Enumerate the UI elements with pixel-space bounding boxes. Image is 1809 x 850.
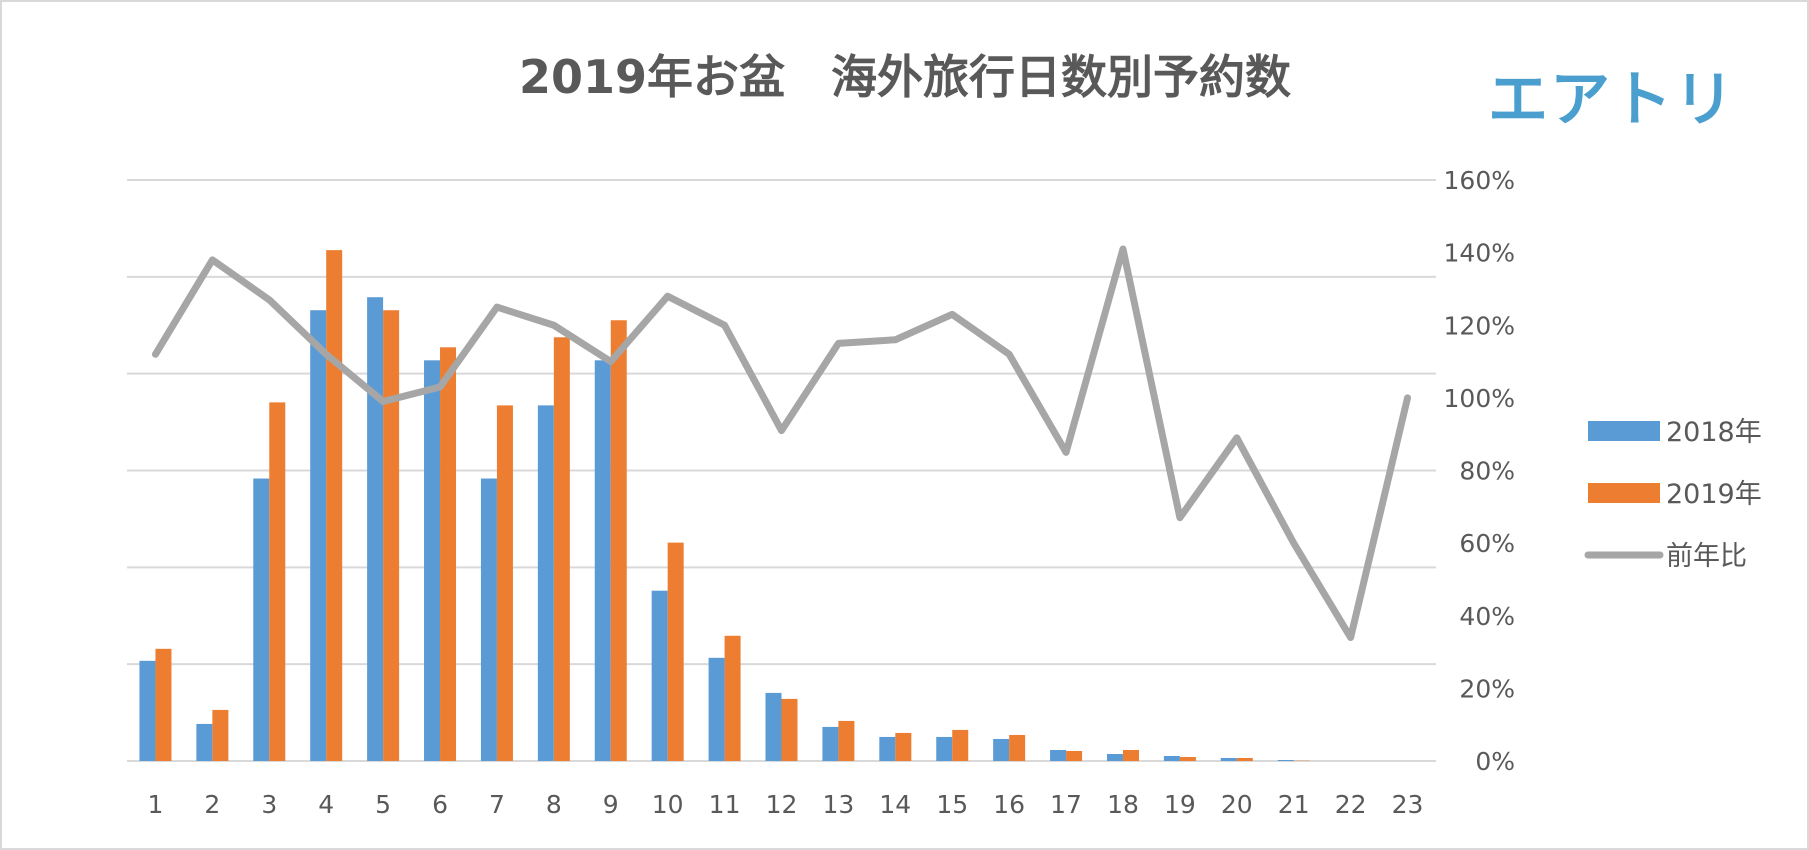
bar-2019-9 bbox=[610, 320, 627, 761]
right-tick-label: 60% bbox=[1459, 529, 1515, 558]
bar-2019-3 bbox=[269, 402, 286, 761]
bar-2018-11 bbox=[708, 657, 725, 761]
bar-2018-1 bbox=[139, 660, 156, 761]
bar-2018-16 bbox=[993, 738, 1010, 761]
legend-label: 2018年 bbox=[1666, 417, 1762, 448]
bar-2018-7 bbox=[480, 478, 497, 761]
right-axis: 0% 20% 40% 60% 80% 100% 120% 140% 160% bbox=[1444, 166, 1515, 776]
x-tick-label: 11 bbox=[709, 790, 741, 819]
x-axis: 1 2 3 4 5 6 7 8 9 10 11 12 13 14 15 16 17 18 19 20 21 22 23 bbox=[148, 790, 1424, 819]
bar-2018-19 bbox=[1163, 755, 1180, 761]
x-tick-label: 14 bbox=[879, 790, 911, 819]
bar-2019-10 bbox=[667, 542, 684, 761]
legend-label: 前年比 bbox=[1666, 541, 1747, 572]
bar-2018-6 bbox=[424, 360, 441, 761]
bar-2018-18 bbox=[1106, 753, 1123, 761]
bar-2019-13 bbox=[838, 720, 855, 761]
x-tick-label: 12 bbox=[766, 790, 798, 819]
logo-text: エアトリ bbox=[1488, 65, 1736, 135]
legend-swatch bbox=[1588, 483, 1660, 503]
bar-2019-19 bbox=[1179, 756, 1196, 761]
x-tick-label: 21 bbox=[1278, 790, 1310, 819]
bar-2018-4 bbox=[310, 310, 327, 761]
bar-2019-1 bbox=[155, 648, 172, 761]
x-tick-label: 7 bbox=[489, 790, 505, 819]
right-tick-label: 120% bbox=[1444, 311, 1515, 340]
bar-2018-10 bbox=[651, 590, 668, 761]
bar-2019-17 bbox=[1066, 750, 1083, 761]
bar-2019-2 bbox=[212, 709, 229, 761]
x-tick-label: 3 bbox=[261, 790, 277, 819]
x-tick-label: 8 bbox=[546, 790, 562, 819]
bar-2018-21 bbox=[1277, 759, 1294, 761]
x-tick-label: 23 bbox=[1392, 790, 1424, 819]
legend-swatch bbox=[1588, 421, 1660, 441]
bar-2018-12 bbox=[765, 692, 782, 761]
chart-title: 2019年お盆 海外旅行日数別予約数 bbox=[519, 50, 1291, 104]
x-tick-label: 19 bbox=[1164, 790, 1196, 819]
x-tick-label: 5 bbox=[375, 790, 391, 819]
bar-2019-20 bbox=[1236, 757, 1253, 761]
x-tick-label: 17 bbox=[1050, 790, 1082, 819]
bar-2018-13 bbox=[822, 726, 839, 761]
x-tick-label: 6 bbox=[432, 790, 448, 819]
bar-2019-18 bbox=[1122, 749, 1139, 761]
x-tick-label: 9 bbox=[603, 790, 619, 819]
bar-2018-2 bbox=[196, 723, 213, 761]
bar-2018-5 bbox=[367, 297, 384, 761]
x-tick-label: 15 bbox=[936, 790, 968, 819]
ratio-line-layer bbox=[151, 245, 1412, 642]
bar-2018-3 bbox=[253, 478, 270, 761]
right-tick-label: 100% bbox=[1444, 384, 1515, 413]
bar-2018-20 bbox=[1220, 757, 1237, 761]
legend-label: 2019年 bbox=[1666, 479, 1762, 510]
x-tick-label: 4 bbox=[318, 790, 334, 819]
bar-2019-7 bbox=[496, 405, 513, 761]
x-tick-label: 22 bbox=[1335, 790, 1367, 819]
bar-2019-14 bbox=[895, 732, 912, 761]
right-tick-label: 160% bbox=[1444, 166, 1515, 195]
bar-2019-8 bbox=[553, 337, 570, 761]
bars bbox=[139, 250, 1310, 761]
bar-2019-5 bbox=[383, 310, 400, 761]
right-tick-label: 20% bbox=[1459, 674, 1515, 703]
right-tick-label: 0% bbox=[1475, 747, 1515, 776]
bar-2019-4 bbox=[326, 250, 343, 761]
gridlines bbox=[127, 179, 1436, 762]
x-tick-label: 10 bbox=[652, 790, 684, 819]
bar-2018-8 bbox=[537, 405, 554, 761]
x-tick-label: 16 bbox=[993, 790, 1025, 819]
x-tick-label: 1 bbox=[148, 790, 164, 819]
x-tick-label: 18 bbox=[1107, 790, 1139, 819]
right-tick-label: 140% bbox=[1444, 239, 1515, 268]
bar-2019-15 bbox=[952, 729, 969, 761]
bar-2019-12 bbox=[781, 698, 798, 761]
bar-2018-14 bbox=[879, 736, 896, 761]
bar-2018-15 bbox=[936, 736, 953, 761]
x-tick-label: 20 bbox=[1221, 790, 1253, 819]
bar-2019-16 bbox=[1009, 734, 1026, 761]
bar-2019-11 bbox=[724, 635, 741, 761]
x-tick-label: 2 bbox=[204, 790, 220, 819]
right-tick-label: 80% bbox=[1459, 457, 1515, 486]
ratio-line bbox=[151, 245, 1412, 642]
right-tick-label: 40% bbox=[1459, 602, 1515, 631]
bar-2019-6 bbox=[440, 347, 457, 761]
bar-2018-17 bbox=[1050, 749, 1067, 761]
bar-2018-9 bbox=[594, 360, 611, 761]
logo: エアトリ bbox=[1480, 60, 1745, 135]
x-tick-label: 13 bbox=[823, 790, 855, 819]
